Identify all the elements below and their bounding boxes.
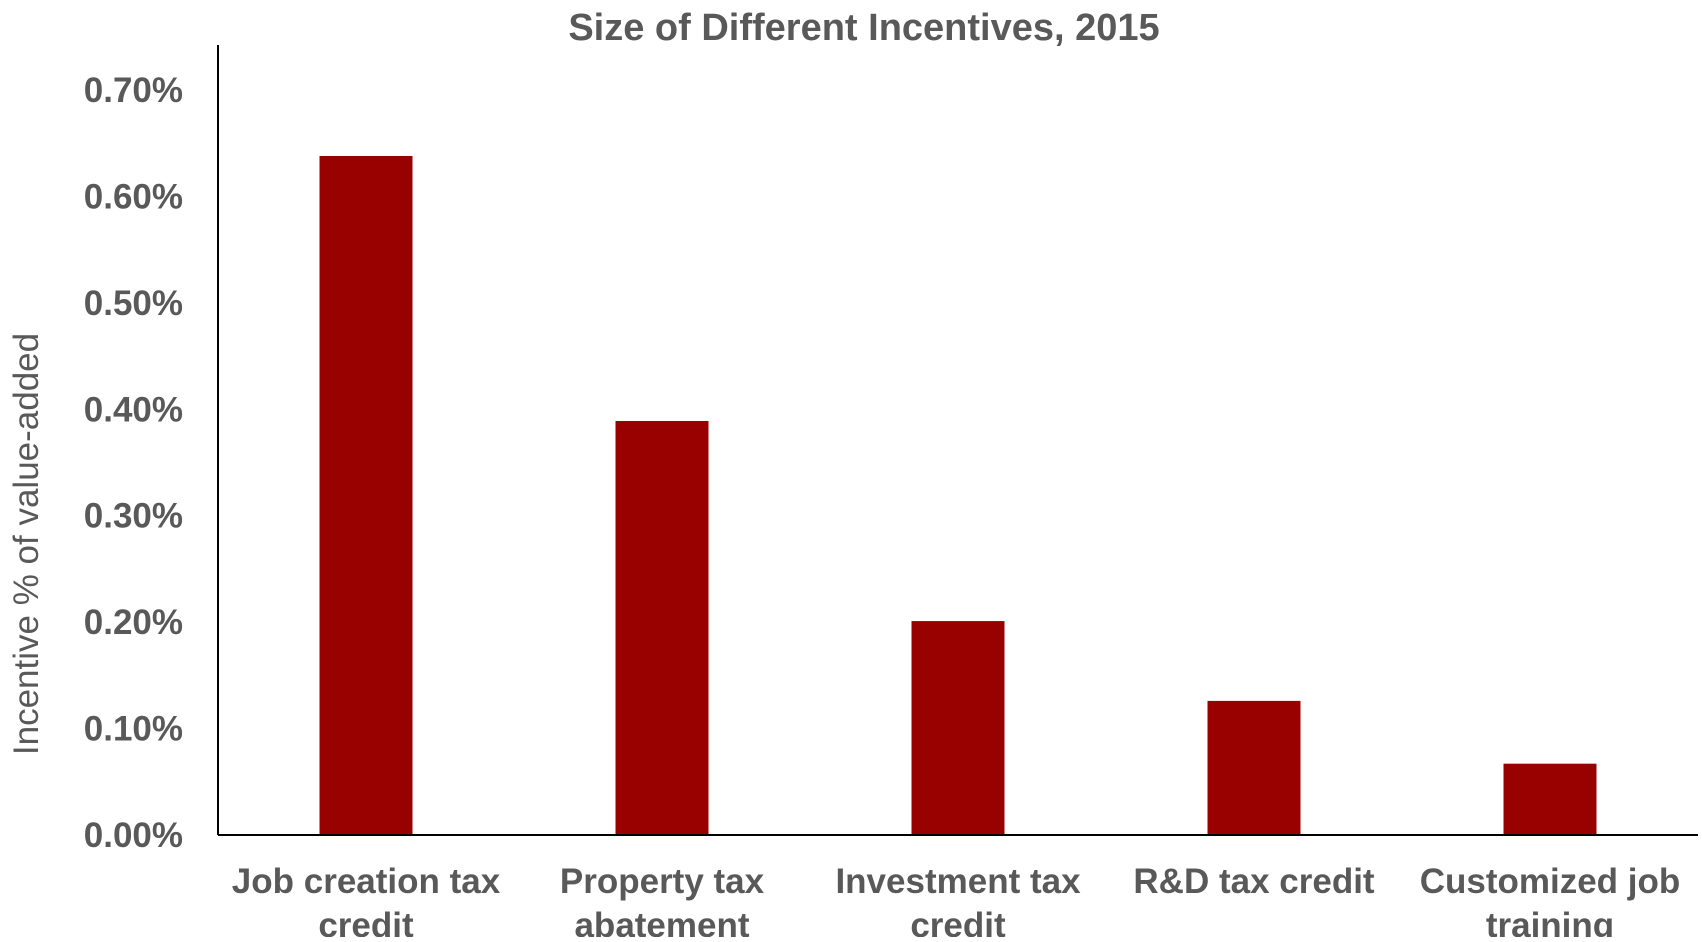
x-category-label: R&D tax credit <box>1133 862 1375 901</box>
x-category-label: Property tax abatement <box>560 862 765 937</box>
x-category-label-line: R&D tax credit <box>1133 862 1375 901</box>
x-category-label-line: credit <box>318 906 414 937</box>
chart-title: Size of Different Incentives, 2015 <box>568 7 1159 49</box>
x-category-label-line: Investment tax <box>835 862 1081 901</box>
x-category-label-line: abatement <box>574 906 749 937</box>
bar-series <box>319 155 1597 835</box>
x-category-label-line: Customized job <box>1420 862 1681 901</box>
x-category-label-line: Property tax <box>560 862 765 901</box>
bar <box>615 420 709 835</box>
y-tick-label: 0.70% <box>84 71 183 110</box>
y-tick-label: 0.20% <box>84 603 183 642</box>
y-axis-title: Incentive % of value-added <box>7 333 46 755</box>
bar <box>319 155 413 835</box>
y-axis-ticks: 0.00% 0.10% 0.20% 0.30% 0.40% 0.50% 0.60% 0.70% <box>84 71 183 855</box>
y-tick-label: 0.10% <box>84 710 183 749</box>
y-tick-label: 0.30% <box>84 497 183 536</box>
x-axis-labels: Job creation tax credit Property tax abatem… <box>232 862 1681 942</box>
y-tick-label: 0.40% <box>84 390 183 429</box>
y-tick-label: 0.60% <box>84 177 183 216</box>
x-category-label-line: Job creation tax <box>232 862 501 901</box>
y-tick-label: 0.00% <box>84 816 183 855</box>
y-tick-label: 0.50% <box>84 284 183 323</box>
x-category-label: Job creation tax credit <box>232 862 501 937</box>
x-category-label: Customized job training <box>1420 862 1681 937</box>
x-category-label: Investment tax credit <box>835 862 1081 937</box>
x-category-label-line: credit <box>910 906 1006 937</box>
bar <box>911 621 1005 835</box>
x-category-label-line: training <box>1486 906 1614 937</box>
bar <box>1207 700 1301 835</box>
bar <box>1503 763 1597 835</box>
